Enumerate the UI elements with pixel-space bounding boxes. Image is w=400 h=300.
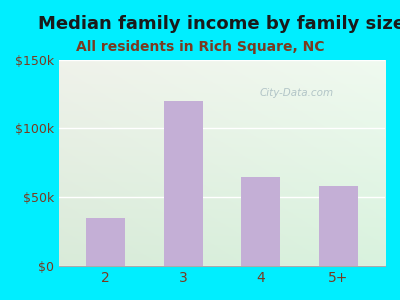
Text: City-Data.com: City-Data.com: [260, 88, 334, 98]
Text: All residents in Rich Square, NC: All residents in Rich Square, NC: [76, 40, 324, 55]
Bar: [241, 177, 280, 266]
Bar: [86, 218, 125, 266]
Title: Median family income by family size: Median family income by family size: [38, 15, 400, 33]
Bar: [164, 101, 202, 266]
Bar: [319, 186, 358, 266]
